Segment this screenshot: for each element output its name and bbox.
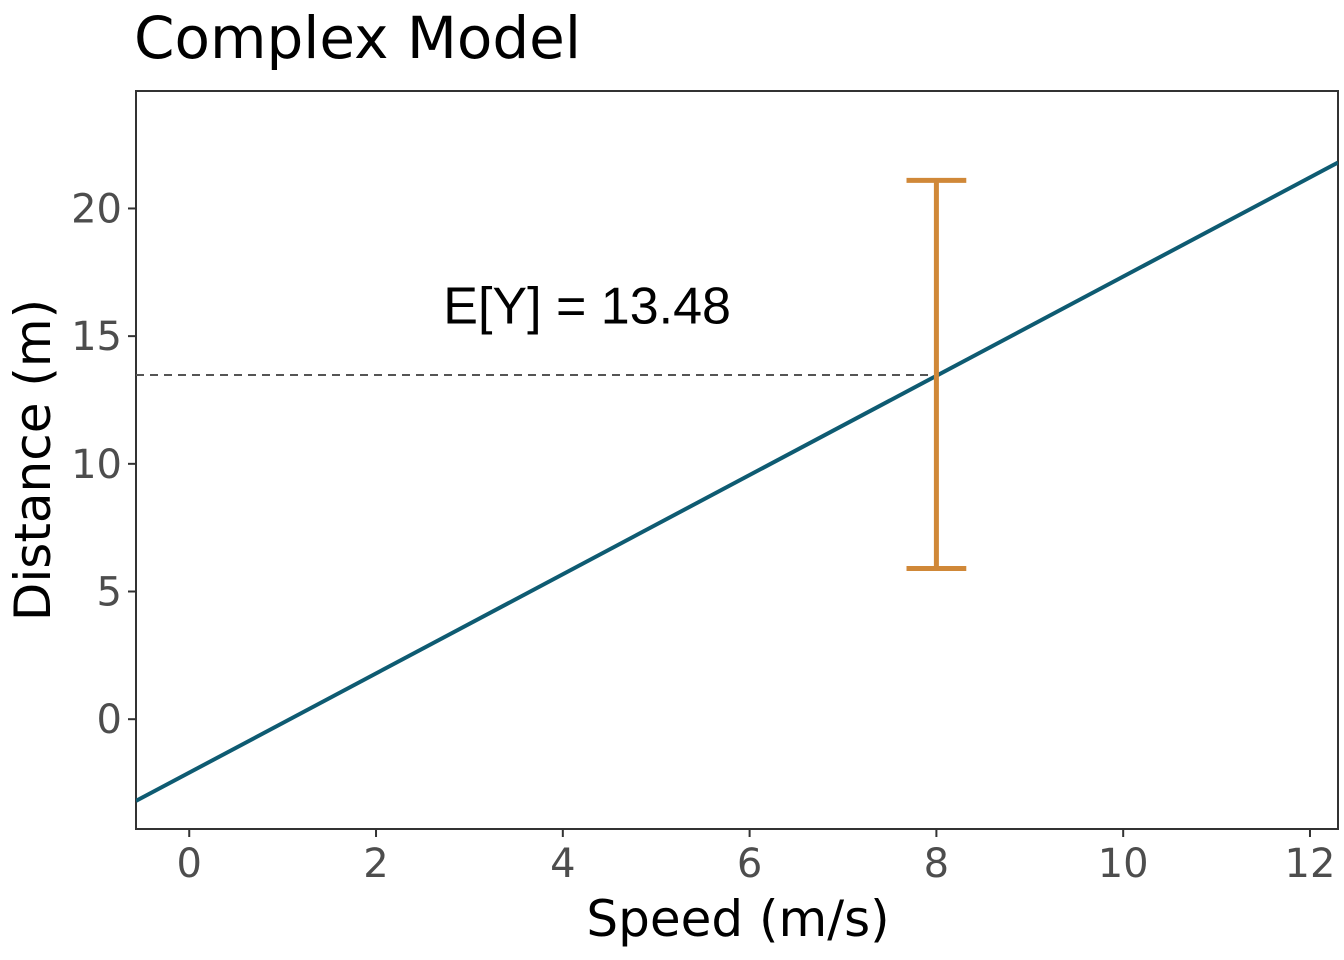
y-axis: 0 5 10 15 20 (71, 186, 136, 743)
y-tick-label: 10 (71, 442, 122, 488)
x-tick-label: 6 (737, 841, 762, 887)
y-axis-title: Distance (m) (4, 299, 62, 621)
chart-title: Complex Model (134, 4, 581, 72)
expected-value-annotation: E[Y] = 13.48 (443, 277, 731, 335)
x-tick-label: 12 (1285, 841, 1336, 887)
x-axis: 0 2 4 6 8 10 12 (177, 829, 1336, 887)
error-bar (906, 177, 967, 572)
y-tick-label: 15 (71, 314, 122, 360)
y-tick-label: 0 (97, 697, 122, 743)
y-tick-label: 20 (71, 186, 122, 232)
plot-panel (135, 90, 1339, 830)
y-tick-label: 5 (97, 570, 122, 616)
x-tick-label: 10 (1098, 841, 1149, 887)
x-tick-label: 4 (550, 841, 575, 887)
x-axis-title: Speed (m/s) (586, 890, 889, 948)
x-tick-label: 8 (924, 841, 949, 887)
x-tick-label: 2 (363, 841, 388, 887)
regression-line (136, 160, 1338, 803)
x-tick-label: 0 (177, 841, 202, 887)
data-layer: E[Y] = 13.48 (136, 160, 1338, 803)
